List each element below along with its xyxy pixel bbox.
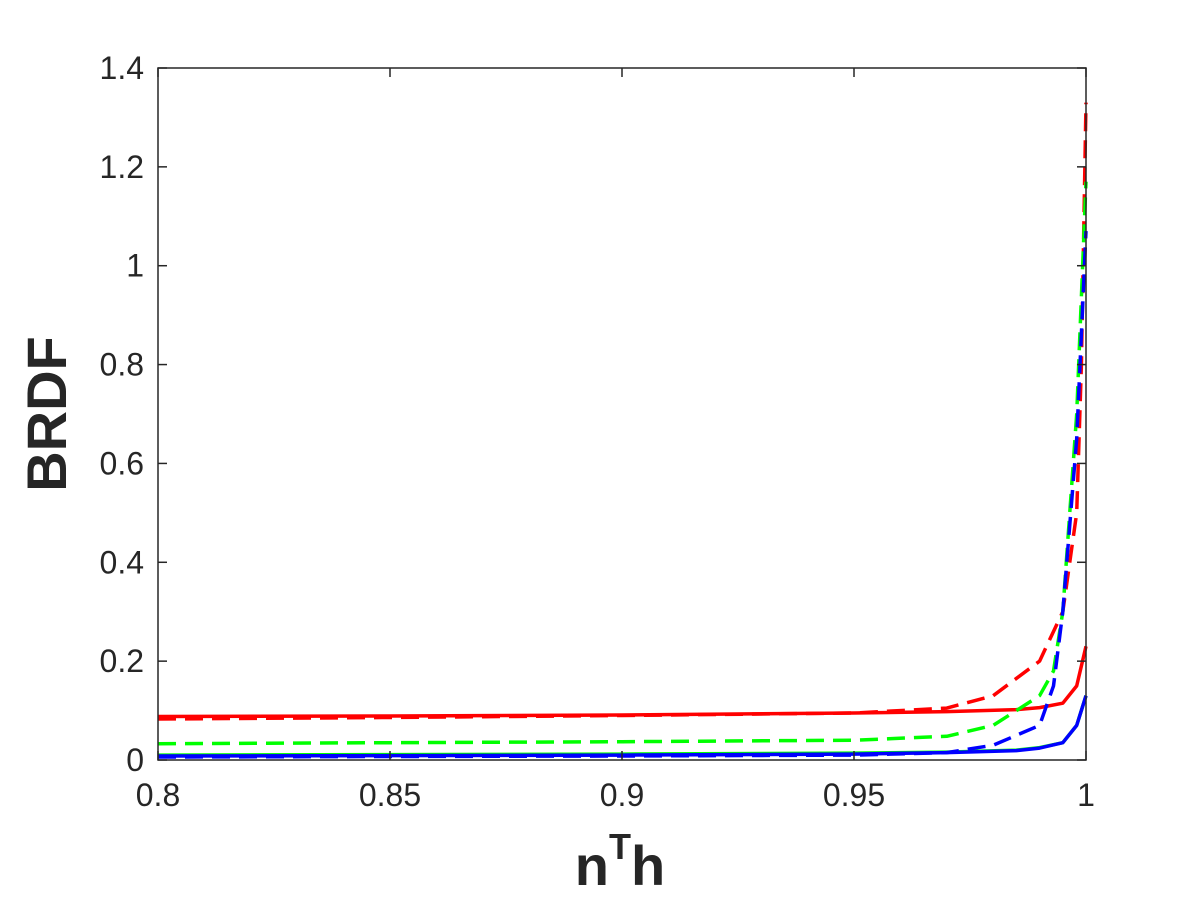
y-tick-label: 1 — [126, 248, 144, 284]
y-tick-label: 0.6 — [100, 445, 144, 481]
x-tick-label: 0.9 — [600, 777, 644, 813]
x-axis-title-suffix: h — [631, 834, 665, 897]
x-axis-title-superscript: T — [609, 826, 631, 867]
plot-area — [158, 68, 1086, 760]
y-tick-label: 0.2 — [100, 643, 144, 679]
y-tick-label: 0 — [126, 742, 144, 778]
x-tick-label: 0.8 — [136, 777, 180, 813]
y-axis-title: BRDF — [15, 336, 78, 492]
x-tick-label: 1 — [1077, 777, 1095, 813]
x-tick-label: 0.85 — [359, 777, 421, 813]
y-tick-label: 0.4 — [100, 544, 144, 580]
plot-background — [158, 68, 1086, 760]
y-tick-label: 1.4 — [100, 50, 144, 86]
x-tick-label: 0.95 — [823, 777, 885, 813]
y-tick-label: 1.2 — [100, 149, 144, 185]
x-axis-title-base: n — [575, 834, 609, 897]
y-tick-label: 0.8 — [100, 347, 144, 383]
x-axis-title: nTh — [575, 826, 665, 897]
